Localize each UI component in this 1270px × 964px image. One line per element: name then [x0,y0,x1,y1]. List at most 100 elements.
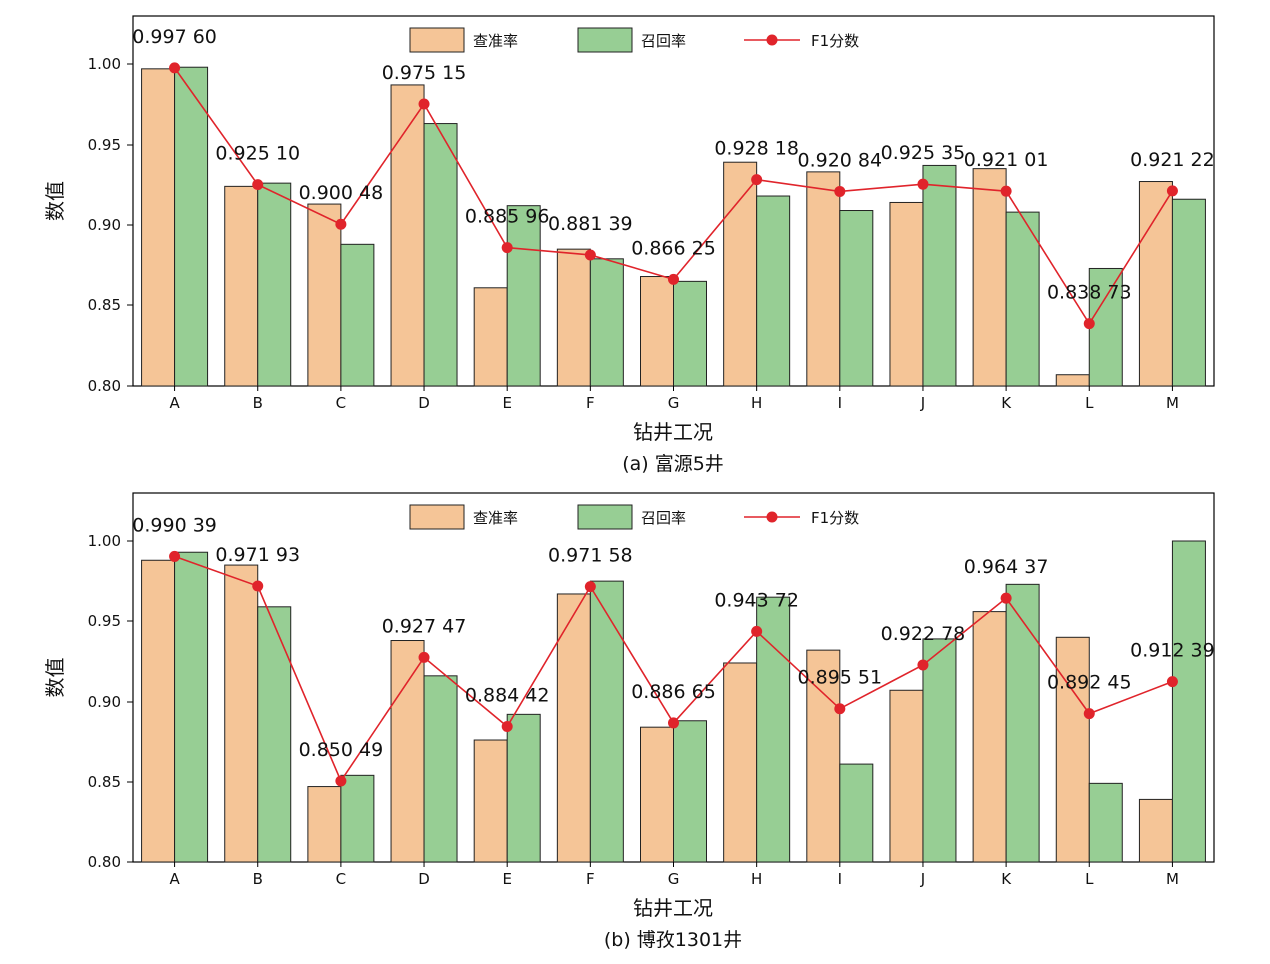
x-tick-label-L: L [1085,870,1094,888]
legend-f1-marker [766,34,778,46]
f1-point-H [751,174,763,186]
bar-recall-K [1005,211,1040,387]
x-tick-label-G: G [668,394,680,412]
bar-precision-E [473,739,508,863]
legend-recall-swatch [577,504,633,530]
f1-value-label-H: 0.943 72 [714,589,799,611]
f1-point-M [1166,676,1178,688]
f1-point-I [834,185,846,197]
bar-recall-M [1171,198,1206,387]
legend-precision-label: 查准率 [473,32,518,50]
bar-precision-L [1055,374,1090,387]
bar-recall-K [1005,583,1040,863]
x-tick-label-J: J [920,394,925,412]
bar-recall-B [257,606,292,863]
legend-f1-label: F1分数 [811,32,859,50]
f1-point-F [584,249,596,261]
f1-value-label-I: 0.895 51 [798,667,883,689]
f1-point-E [501,721,513,733]
legend-precision-label: 查准率 [473,509,518,527]
bar-recall-D [423,675,458,863]
f1-point-B [252,580,264,592]
y-tick-label: 0.95 [88,136,121,154]
f1-point-K [1000,185,1012,197]
bar-precision-B [224,185,259,387]
y-tick-label: 0.95 [88,612,121,630]
f1-value-label-B: 0.971 93 [215,544,300,566]
bar-precision-M [1138,798,1173,863]
bar-recall-A [174,66,209,387]
x-tick-label-B: B [253,870,263,888]
x-tick-label-F: F [586,870,595,888]
chart-caption: (a) 富源5井 [622,453,724,475]
x-tick-label-K: K [1001,870,1012,888]
legend-f1-label: F1分数 [811,509,859,527]
f1-point-L [1083,708,1095,720]
bar-recall-E [506,713,541,863]
f1-value-label-I: 0.920 84 [798,149,883,171]
f1-point-A [169,550,181,562]
x-tick-label-K: K [1001,394,1012,412]
f1-value-label-E: 0.884 42 [465,685,550,707]
y-tick-label: 0.80 [88,377,121,395]
bar-precision-K [972,611,1007,863]
bar-precision-K [972,168,1007,387]
x-tick-label-H: H [751,394,762,412]
bar-precision-F [556,248,591,387]
f1-value-label-H: 0.928 18 [714,138,799,160]
x-tick-label-M: M [1166,870,1179,888]
f1-point-D [418,98,430,110]
f1-value-label-E: 0.885 96 [465,206,550,228]
bar-precision-D [390,640,425,863]
bar-recall-G [673,280,707,387]
y-tick-label: 0.85 [88,296,121,314]
f1-value-label-K: 0.964 37 [964,556,1049,578]
x-tick-label-I: I [838,394,842,412]
f1-value-label-M: 0.921 22 [1130,149,1215,171]
f1-value-label-D: 0.927 47 [382,615,467,637]
f1-value-label-A: 0.997 60 [132,26,217,48]
bar-precision-E [473,287,508,387]
bar-recall-I [839,763,874,863]
f1-value-label-K: 0.921 01 [964,149,1049,171]
x-tick-label-M: M [1166,394,1179,412]
f1-value-label-C: 0.900 48 [299,182,384,204]
f1-value-label-G: 0.866 25 [631,237,716,259]
x-tick-label-J: J [920,870,925,888]
bar-precision-H [723,662,758,863]
x-tick-label-D: D [418,870,430,888]
legend-precision-swatch [409,27,465,53]
f1-point-J [917,178,929,190]
f1-value-label-F: 0.971 58 [548,545,633,567]
f1-point-J [917,659,929,671]
f1-point-C [335,218,347,230]
bar-recall-C [340,243,375,387]
x-tick-label-F: F [586,394,595,412]
bar-recall-H [756,596,791,863]
bar-precision-G [640,276,674,387]
bar-precision-A [141,68,176,387]
bar-recall-M [1171,540,1206,863]
x-tick-label-D: D [418,394,430,412]
f1-point-A [169,62,181,74]
f1-point-C [335,775,347,787]
y-tick-label: 0.80 [88,853,121,871]
legend-precision-swatch [409,504,465,530]
x-axis-title: 钻井工况 [633,420,713,444]
f1-value-label-J: 0.925 35 [881,142,966,164]
y-tick-label: 0.85 [88,773,121,791]
f1-value-label-F: 0.881 39 [548,213,633,235]
bar-precision-C [307,786,342,863]
f1-value-label-C: 0.850 49 [299,739,384,761]
chart-panel-b: 0.80 0.85 0.90 0.95 1.00 A B C D E F G H I J K L M 0.990 3… [43,492,1215,951]
x-tick-label-E: E [502,394,511,412]
x-tick-label-G: G [668,870,680,888]
f1-value-label-A: 0.990 39 [132,514,217,536]
bar-recall-I [839,210,874,387]
f1-point-L [1083,318,1095,330]
x-tick-label-H: H [751,870,762,888]
y-tick-label: 0.90 [88,216,121,234]
x-tick-label-B: B [253,394,263,412]
bar-recall-F [589,258,624,387]
bar-precision-I [806,649,841,863]
